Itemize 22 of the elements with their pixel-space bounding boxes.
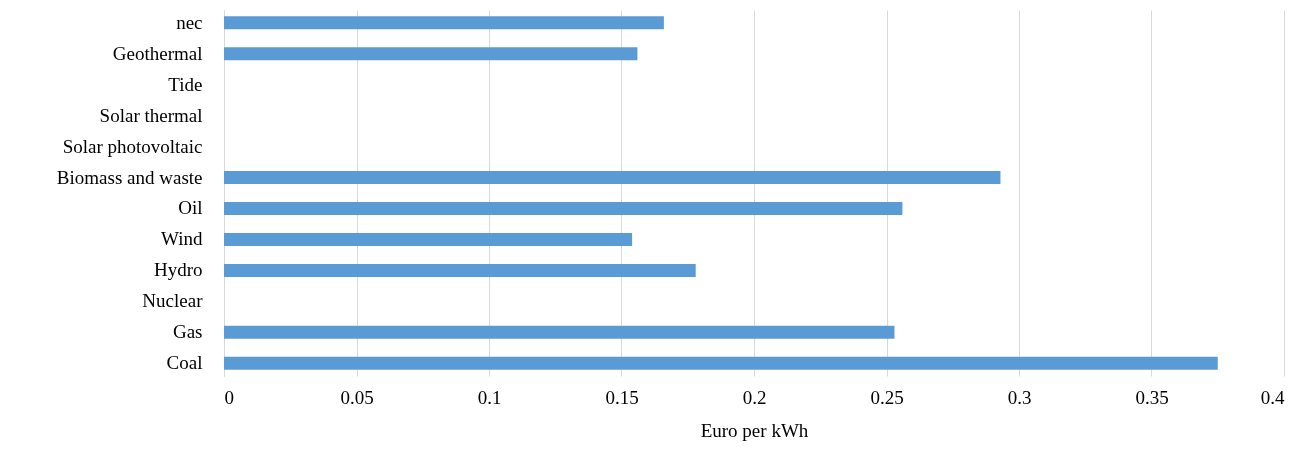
y-tick-label: Nuclear xyxy=(142,290,204,312)
x-tick-label: 0.25 xyxy=(870,386,904,408)
y-tick-label: Wind xyxy=(161,228,203,250)
x-tick-label: 0.35 xyxy=(1135,386,1169,408)
x-tick-label: 0.15 xyxy=(605,386,639,408)
x-tick-label: 0.3 xyxy=(1007,386,1032,408)
x-tick-label: 0.1 xyxy=(477,386,502,408)
y-tick-label: Tide xyxy=(168,73,203,95)
x-tick-label: 0 xyxy=(224,386,234,408)
y-tick-label: Gas xyxy=(172,321,203,343)
y-tick-label: Biomass and waste xyxy=(56,166,203,188)
x-tick-label: 0.2 xyxy=(742,386,767,408)
y-tick-label: Solar photovoltaic xyxy=(62,135,203,157)
y-tick-label: Oil xyxy=(178,197,203,219)
x-tick-label: 0.4 xyxy=(1260,386,1285,408)
y-tick-label: Solar thermal xyxy=(99,104,203,126)
y-tick-label: Coal xyxy=(166,352,203,374)
x-tick-label: 0.05 xyxy=(340,386,374,408)
y-tick-label: Geothermal xyxy=(112,42,203,64)
x-axis-title: Euro per kWh xyxy=(700,419,809,441)
y-tick-label: nec xyxy=(176,11,203,33)
y-tick-label: Hydro xyxy=(153,259,203,281)
